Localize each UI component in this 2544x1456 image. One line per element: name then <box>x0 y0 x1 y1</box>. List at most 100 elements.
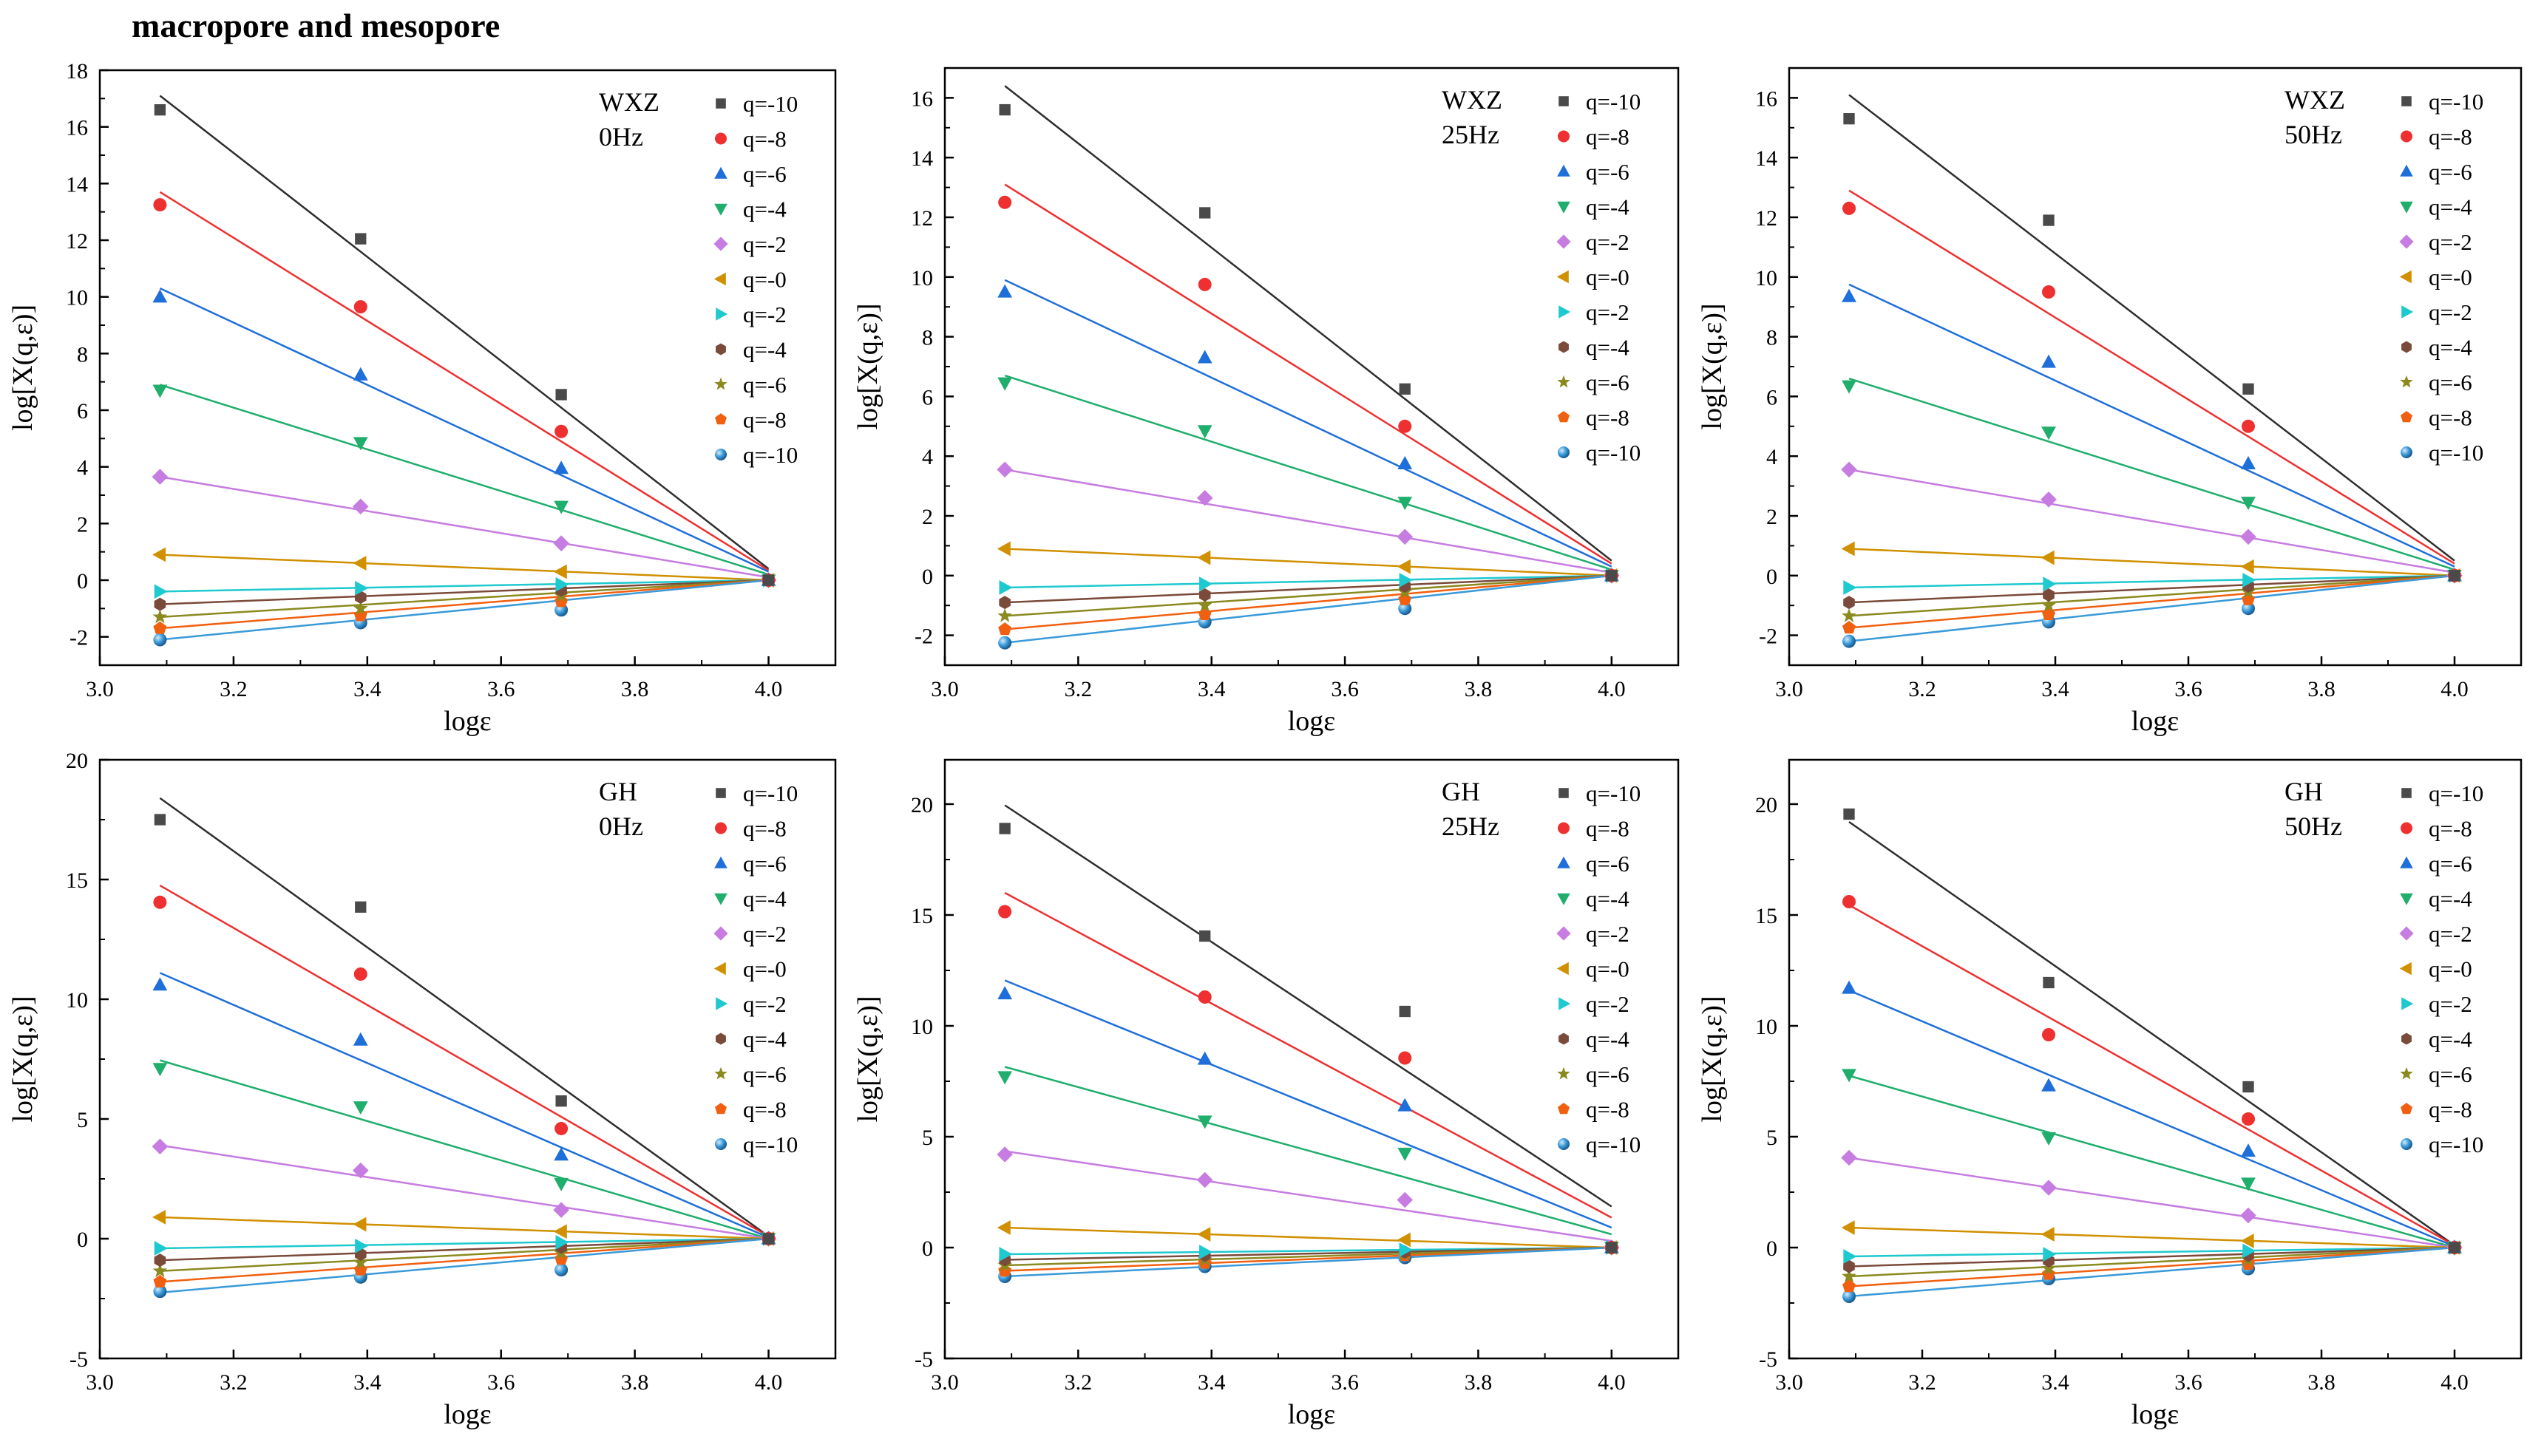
legend-marker <box>2401 822 2412 834</box>
fit-line-series-9 <box>1848 1246 2455 1278</box>
data-point-series-5 <box>352 1162 369 1179</box>
fit-line-series-8 <box>160 579 769 605</box>
data-point-series-5 <box>1397 1191 1414 1208</box>
data-point-series-7 <box>154 584 168 599</box>
data-point-series-5 <box>152 469 169 485</box>
legend-marker <box>713 926 728 941</box>
y-tick-label: 5 <box>77 1108 88 1132</box>
data-point-series-1 <box>154 814 166 826</box>
legend-marker <box>1558 130 1570 143</box>
data-point-series-2 <box>554 424 569 438</box>
fit-line-series-7 <box>1848 574 2455 589</box>
data-point-series-2 <box>998 905 1012 919</box>
data-point-series-6 <box>353 1217 367 1232</box>
y-axis-label: log[X(q,ε)] <box>7 305 38 431</box>
fit-line-series-5 <box>160 1144 769 1240</box>
legend-marker <box>2401 997 2414 1010</box>
legend-entry: q=-10 <box>1586 89 1641 115</box>
legend-entry: q=-6 <box>2429 159 2472 185</box>
fit-line-series-5 <box>1004 469 1612 574</box>
y-tick-label: 16 <box>911 86 933 111</box>
data-point-series-7 <box>2043 1247 2057 1262</box>
fit-line-series-5 <box>1848 469 2455 574</box>
data-point-series-7 <box>1843 580 1857 595</box>
data-point-series-4 <box>2241 1177 2256 1191</box>
data-point-series-4 <box>353 437 368 451</box>
y-tick-label: 15 <box>1755 904 1777 928</box>
y-tick-label: 15 <box>911 904 933 928</box>
fit-line-series-1 <box>1848 94 2455 562</box>
y-tick-label: 0 <box>922 1236 933 1261</box>
x-tick-label: 3.2 <box>220 1370 248 1395</box>
data-point-series-9 <box>152 1263 168 1278</box>
legend-entry: q=-2 <box>1586 921 1629 947</box>
frequency-label: 50Hz <box>2284 120 2342 149</box>
fit-line-series-7 <box>1848 1246 2455 1258</box>
legend-marker <box>715 449 727 460</box>
y-axis-label: log[X(q,ε)] <box>7 996 38 1122</box>
legend-marker <box>716 307 728 321</box>
data-point-series-4 <box>152 384 168 398</box>
data-point-series-9 <box>1842 608 1856 622</box>
legend-marker <box>1557 856 1570 868</box>
fit-line-series-10 <box>1848 1246 2455 1287</box>
legend-marker <box>2401 305 2414 319</box>
legend-marker <box>2399 270 2412 284</box>
y-axis-label: log[X(q,ε)] <box>1697 303 1728 429</box>
data-point-series-8 <box>1843 1259 1855 1273</box>
data-point-series-7 <box>154 1241 168 1256</box>
legend-marker <box>715 1103 727 1115</box>
x-axis-label: logε <box>444 1399 492 1430</box>
legend-entry: q=-10 <box>1586 780 1641 806</box>
legend-marker <box>715 1138 727 1150</box>
legend-marker <box>1556 270 1569 284</box>
x-tick-label: 3.6 <box>1331 1370 1359 1395</box>
legend-marker <box>2399 962 2412 976</box>
legend-marker <box>1556 962 1569 976</box>
data-point-series-7 <box>555 1234 569 1250</box>
data-point-series-1 <box>1606 570 1618 582</box>
fit-line-series-11 <box>1848 574 2455 642</box>
data-point-series-2 <box>1842 201 1856 215</box>
y-tick-label: 8 <box>922 326 933 350</box>
data-point-series-4 <box>2241 497 2256 511</box>
data-point-series-1 <box>1199 207 1211 219</box>
x-axis-label: logε <box>2131 1399 2180 1430</box>
data-point-series-6 <box>1397 1232 1411 1248</box>
data-point-series-5 <box>1841 1149 1857 1166</box>
data-point-series-5 <box>1196 489 1213 506</box>
legend-entry: q=-2 <box>2429 921 2472 947</box>
data-point-series-1 <box>1606 1242 1618 1253</box>
legend-entry: q=-4 <box>1586 1027 1629 1052</box>
y-tick-label: 14 <box>911 146 933 171</box>
frequency-label: 25Hz <box>1442 812 1499 841</box>
fit-line-series-9 <box>160 1237 769 1272</box>
data-point-series-4 <box>1397 1147 1413 1161</box>
data-point-series-1 <box>355 233 367 245</box>
data-point-series-7 <box>1843 1249 1857 1264</box>
data-point-series-6 <box>353 556 367 571</box>
fit-line-series-3 <box>1848 283 2455 568</box>
legend-marker <box>2399 234 2414 249</box>
legend-entry: q=-8 <box>2429 405 2472 431</box>
legend-marker <box>1558 446 1570 458</box>
chart-panel-3: 3.0 3.2 3.4 3.6 3.8 4.0 -2 0 2 4 6 8 10 12 14 16 logε log… <box>1697 67 2523 737</box>
data-point-series-3 <box>2241 1143 2256 1157</box>
legend-entry: q=-6 <box>1586 370 1629 395</box>
legend-marker <box>2401 130 2412 143</box>
data-point-series-6 <box>553 564 567 579</box>
y-axis-label: log[X(q,ε)] <box>1697 996 1728 1122</box>
sample-label: GH <box>599 777 637 806</box>
y-tick-label: 10 <box>911 1015 933 1039</box>
legend-marker <box>2401 446 2412 458</box>
sample-label: WXZ <box>2284 85 2345 115</box>
data-point-series-4 <box>554 500 569 514</box>
data-point-series-6 <box>1197 550 1211 565</box>
legend-marker <box>2400 1067 2413 1080</box>
data-point-series-8 <box>999 596 1011 610</box>
x-tick-label: 3.6 <box>1331 677 1359 701</box>
data-point-series-9 <box>1842 1268 1856 1283</box>
data-point-series-6 <box>997 1220 1011 1235</box>
legend-marker <box>1557 893 1570 905</box>
